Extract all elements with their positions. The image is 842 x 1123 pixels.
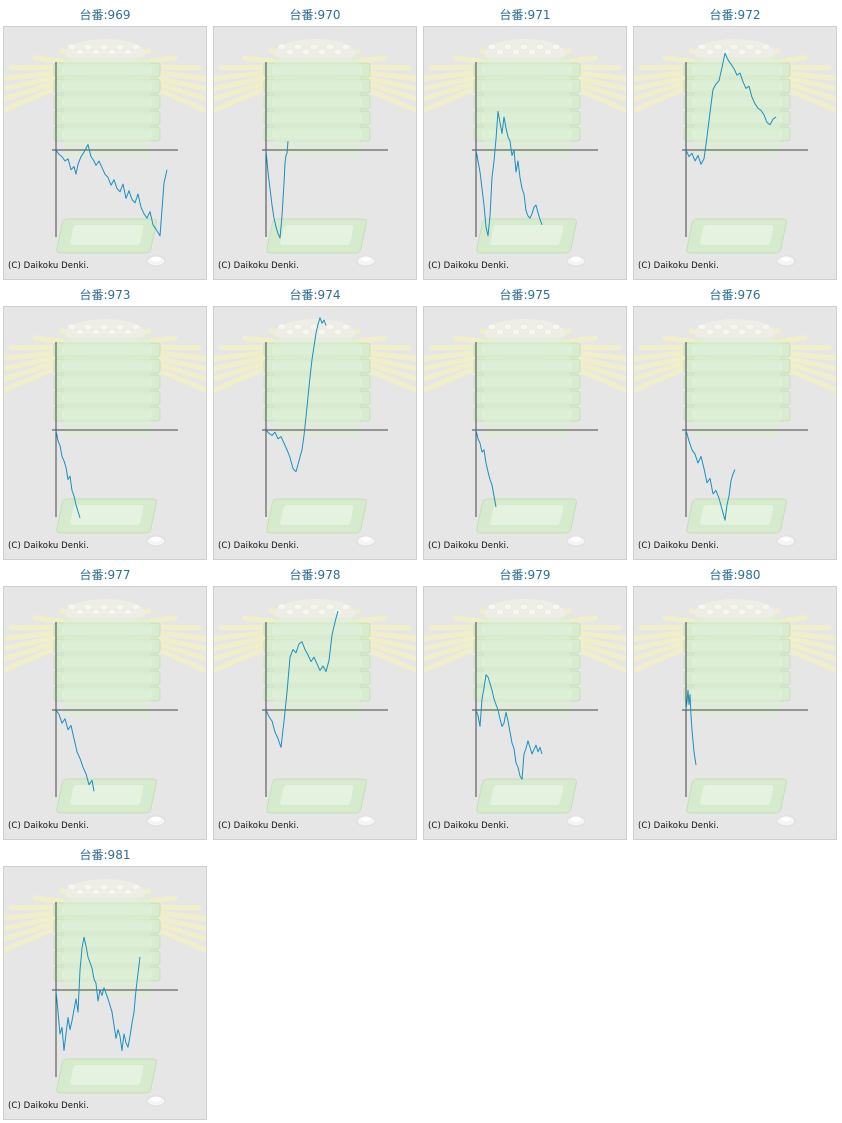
chart-svg — [214, 599, 416, 827]
chart-svg — [424, 599, 626, 827]
data-series-line — [475, 674, 543, 780]
machine-illustration-backdrop — [4, 879, 206, 1107]
chart-area: (C) Daikoku Denki. — [423, 26, 627, 280]
copyright-text: (C) Daikoku Denki. — [8, 821, 89, 831]
copyright-text: (C) Daikoku Denki. — [218, 541, 299, 551]
chart-panel: 台番:971 (C) Daikoku Denki. — [423, 4, 627, 280]
chart-title: 台番:977 — [79, 568, 131, 582]
machine-illustration-backdrop — [214, 319, 416, 547]
chart-title: 台番:973 — [79, 288, 131, 302]
copyright-text: (C) Daikoku Denki. — [428, 261, 509, 271]
data-series-line — [265, 317, 327, 473]
machine-illustration-backdrop — [4, 39, 206, 267]
data-series-line — [475, 111, 543, 237]
chart-panel: 台番:974 (C) Daikoku Denki. — [213, 284, 417, 560]
chart-panel: 台番:973 (C) Daikoku Denki. — [3, 284, 207, 560]
chart-area: (C) Daikoku Denki. — [213, 586, 417, 840]
chart-svg — [4, 39, 206, 267]
chart-area: (C) Daikoku Denki. — [633, 26, 837, 280]
chart-panel: 台番:972 (C) Daikoku Denki. — [633, 4, 837, 280]
chart-title: 台番:974 — [289, 288, 341, 302]
copyright-text: (C) Daikoku Denki. — [638, 821, 719, 831]
data-series-line — [475, 429, 497, 508]
copyright-text: (C) Daikoku Denki. — [218, 821, 299, 831]
chart-svg — [214, 39, 416, 267]
chart-area: (C) Daikoku Denki. — [633, 306, 837, 560]
machine-illustration-backdrop — [424, 39, 626, 267]
chart-panel: 台番:978 (C) Daikoku Denki. — [213, 564, 417, 840]
chart-title: 台番:971 — [499, 8, 551, 22]
chart-panel: 台番:976 (C) Daikoku Denki. — [633, 284, 837, 560]
machine-illustration-backdrop — [214, 599, 416, 827]
chart-panel: 台番:969 (C) Daikoku Denki. — [3, 4, 207, 280]
chart-title: 台番:978 — [289, 568, 341, 582]
chart-panel: 台番:970 (C) Daikoku Denki. — [213, 4, 417, 280]
chart-svg — [4, 319, 206, 547]
chart-svg — [4, 599, 206, 827]
data-series-line — [55, 936, 141, 1051]
chart-title: 台番:975 — [499, 288, 551, 302]
copyright-text: (C) Daikoku Denki. — [8, 261, 89, 271]
chart-panel: 台番:979 (C) Daikoku Denki. — [423, 564, 627, 840]
data-series-line — [265, 610, 339, 748]
chart-area: (C) Daikoku Denki. — [423, 586, 627, 840]
machine-illustration-backdrop — [4, 319, 206, 547]
copyright-text: (C) Daikoku Denki. — [8, 541, 89, 551]
chart-title: 台番:979 — [499, 568, 551, 582]
chart-svg — [424, 39, 626, 267]
chart-title: 台番:980 — [709, 568, 761, 582]
chart-area: (C) Daikoku Denki. — [213, 26, 417, 280]
chart-svg — [634, 39, 836, 267]
chart-area: (C) Daikoku Denki. — [3, 306, 207, 560]
machine-illustration-backdrop — [634, 319, 836, 547]
machine-illustration-backdrop — [4, 599, 206, 827]
machine-illustration-backdrop — [214, 39, 416, 267]
chart-panel: 台番:975 (C) Daikoku Denki. — [423, 284, 627, 560]
chart-area: (C) Daikoku Denki. — [213, 306, 417, 560]
data-series-line — [685, 689, 697, 766]
chart-area: (C) Daikoku Denki. — [423, 306, 627, 560]
copyright-text: (C) Daikoku Denki. — [638, 261, 719, 271]
chart-title: 台番:981 — [79, 848, 131, 862]
data-series-line — [55, 144, 168, 237]
machine-illustration-backdrop — [634, 39, 836, 267]
chart-panel: 台番:977 (C) Daikoku Denki. — [3, 564, 207, 840]
chart-area: (C) Daikoku Denki. — [3, 586, 207, 840]
chart-title: 台番:976 — [709, 288, 761, 302]
chart-panel: 台番:981 (C) Daikoku Denki. — [3, 844, 207, 1120]
chart-area: (C) Daikoku Denki. — [3, 866, 207, 1120]
chart-svg — [634, 599, 836, 827]
chart-svg — [424, 319, 626, 547]
chart-title: 台番:969 — [79, 8, 131, 22]
copyright-text: (C) Daikoku Denki. — [8, 1101, 89, 1111]
data-series-line — [265, 141, 289, 239]
copyright-text: (C) Daikoku Denki. — [428, 821, 509, 831]
chart-title: 台番:972 — [709, 8, 761, 22]
chart-title: 台番:970 — [289, 8, 341, 22]
machine-illustration-backdrop — [634, 599, 836, 827]
copyright-text: (C) Daikoku Denki. — [428, 541, 509, 551]
machine-illustration-backdrop — [424, 319, 626, 547]
machine-illustration-backdrop — [424, 599, 626, 827]
chart-area: (C) Daikoku Denki. — [633, 586, 837, 840]
data-series-line — [55, 429, 81, 519]
chart-svg — [214, 317, 416, 547]
data-series-line — [685, 429, 736, 521]
chart-area: (C) Daikoku Denki. — [3, 26, 207, 280]
chart-svg — [4, 879, 206, 1107]
chart-panel: 台番:980 (C) Daikoku Denki. — [633, 564, 837, 840]
chart-svg — [634, 319, 836, 547]
copyright-text: (C) Daikoku Denki. — [218, 261, 299, 271]
data-series-line — [55, 709, 95, 792]
data-series-line — [685, 52, 777, 165]
copyright-text: (C) Daikoku Denki. — [638, 541, 719, 551]
